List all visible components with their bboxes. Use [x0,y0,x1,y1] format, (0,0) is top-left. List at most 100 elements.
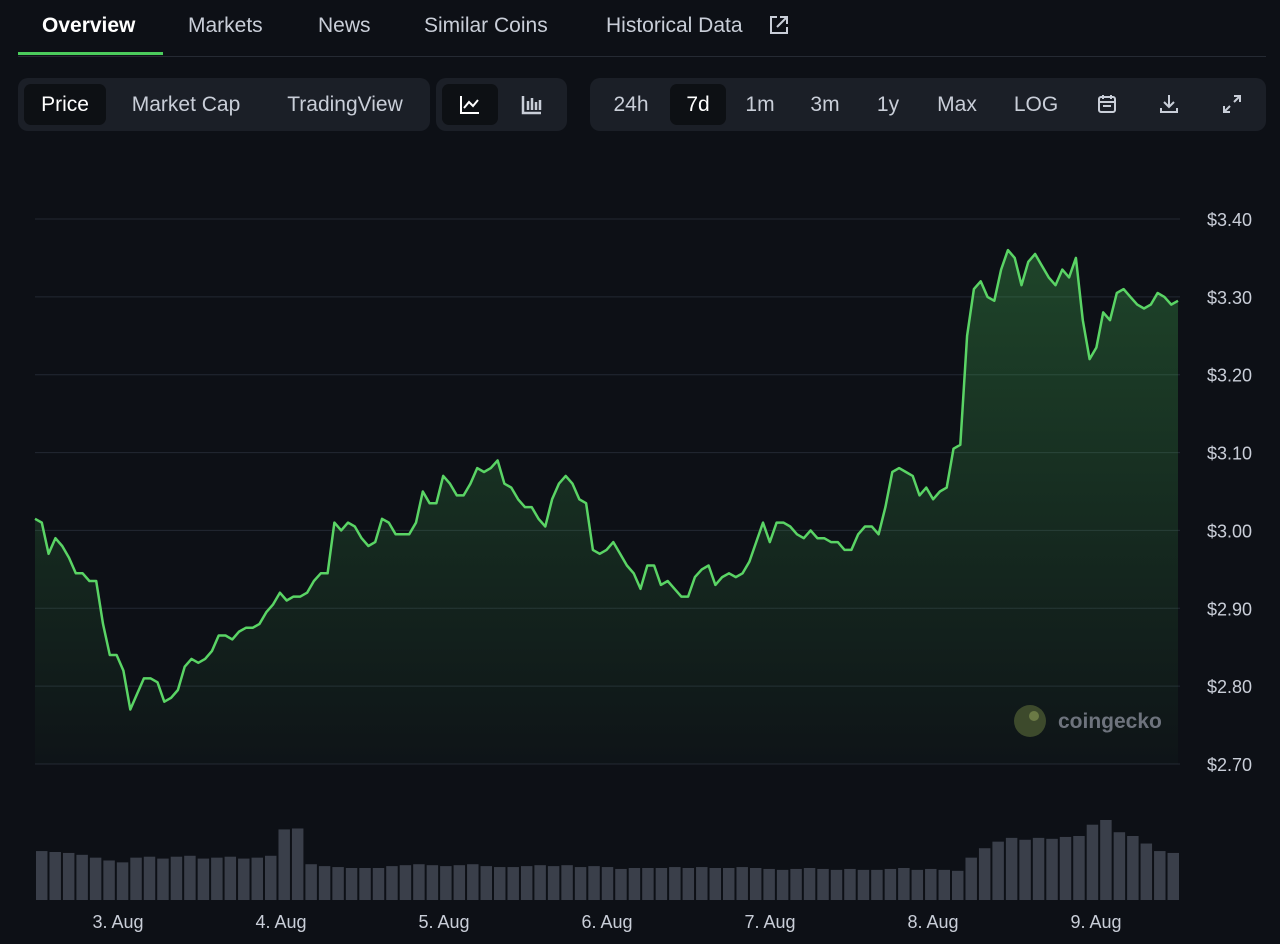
volume-bar [763,868,775,900]
fullscreen-icon[interactable] [1221,93,1243,115]
volume-bar [615,868,627,900]
volume-bar [547,866,560,900]
volume-bar [628,868,641,900]
mode-button[interactable]: TradingView [287,93,403,116]
y-tick-label: $2.80 [1207,677,1252,697]
volume-bar [170,856,183,900]
volume-bar [803,868,816,900]
volume-bar [1154,851,1166,900]
volume-bar [103,860,115,900]
volume-bar [130,857,142,900]
volume-bar [588,866,600,900]
tab[interactable]: News [318,14,371,37]
y-tick-label: $3.40 [1207,210,1252,230]
volume-bar [844,868,856,900]
calendar-icon[interactable] [1096,93,1118,115]
volume-bar [965,857,977,900]
tab[interactable]: Historical Data [606,14,743,37]
candle-chart-button[interactable] [504,84,560,125]
range-button[interactable]: Max [937,93,977,116]
range-button[interactable]: 24h [613,93,649,116]
volume-bar [386,866,398,900]
y-tick-label: $3.20 [1207,366,1252,386]
volume-bar [709,868,721,900]
volume-bar [89,857,102,900]
volume-bar [978,848,991,900]
range-group: 24h 7d 1m 3m 1y Max LOG [590,78,1266,131]
download-icon[interactable] [1158,93,1180,115]
volume-bar [1073,836,1085,900]
volume-bar [520,866,533,900]
volume-bar [278,829,290,900]
volume-bar [1019,839,1031,900]
volume-bar [467,864,479,900]
tab[interactable]: Markets [188,14,263,37]
x-tick-label: 6. Aug [581,912,632,932]
volume-bar [682,868,695,900]
volume-bar [601,867,614,900]
volume-bar [1100,820,1112,900]
range-button[interactable]: 7d [670,84,726,125]
volume-bar [507,867,519,900]
volume-bar [1127,836,1139,900]
chart-style-group [436,78,567,131]
volume-bar [345,868,358,900]
external-link-icon [770,16,788,34]
mode-button[interactable]: Market Cap [131,93,241,116]
volume-bar [143,856,156,900]
tab[interactable]: Similar Coins [424,14,548,37]
volume-bar [1140,843,1153,900]
volume-bar [574,867,587,900]
volume-bar [790,868,802,900]
volume-bar [1032,837,1045,900]
volume-bar [669,867,681,900]
volume-bar [399,865,412,900]
volume-bar [184,855,196,900]
x-tick-label: 7. Aug [744,912,795,932]
volume-bar [49,852,61,900]
price-area [35,250,1178,765]
volume-bar [305,864,317,900]
volume-bar [898,868,910,900]
range-button[interactable]: 1m [745,93,775,116]
mode-group: Price Market Cap TradingView [18,78,430,131]
volume-bar [992,841,1004,900]
volume-bar [413,864,425,900]
volume-bar [655,868,668,900]
volume-bar [265,855,277,900]
volume-bar [426,865,439,900]
volume-bar [736,867,748,900]
volume-bar [453,865,466,900]
range-button[interactable]: 1y [876,93,900,116]
volume-bar [1059,836,1072,900]
volume-bar [480,866,492,900]
volume-bar [332,867,344,900]
candle-icon [521,96,542,115]
volume-bar [36,851,48,900]
range-button[interactable]: LOG [1013,93,1059,116]
volume-bar [291,828,304,900]
volume-bar [211,857,223,900]
tab-bar: Overview Markets News Similar Coins Hist… [18,0,1266,57]
range-button[interactable]: 3m [810,93,840,116]
volume-bar [224,856,237,900]
volume-bar [62,852,75,900]
volume-bar [534,865,546,900]
y-tick-label: $2.70 [1207,755,1252,775]
volume-bar [440,866,452,900]
volume-bar [925,868,937,900]
line-chart-button[interactable] [442,84,498,125]
tab[interactable]: Overview [42,14,136,37]
tab-underline [18,52,163,55]
volume-bar [561,865,573,900]
x-tick-label: 8. Aug [907,912,958,932]
volume-bar [911,869,924,900]
volume-bar [494,867,506,900]
volume-bar [76,854,88,900]
volume-bar [359,868,371,900]
mode-button[interactable]: Price [24,84,106,125]
volume-bar [642,868,654,900]
volume-bar [1086,824,1099,900]
